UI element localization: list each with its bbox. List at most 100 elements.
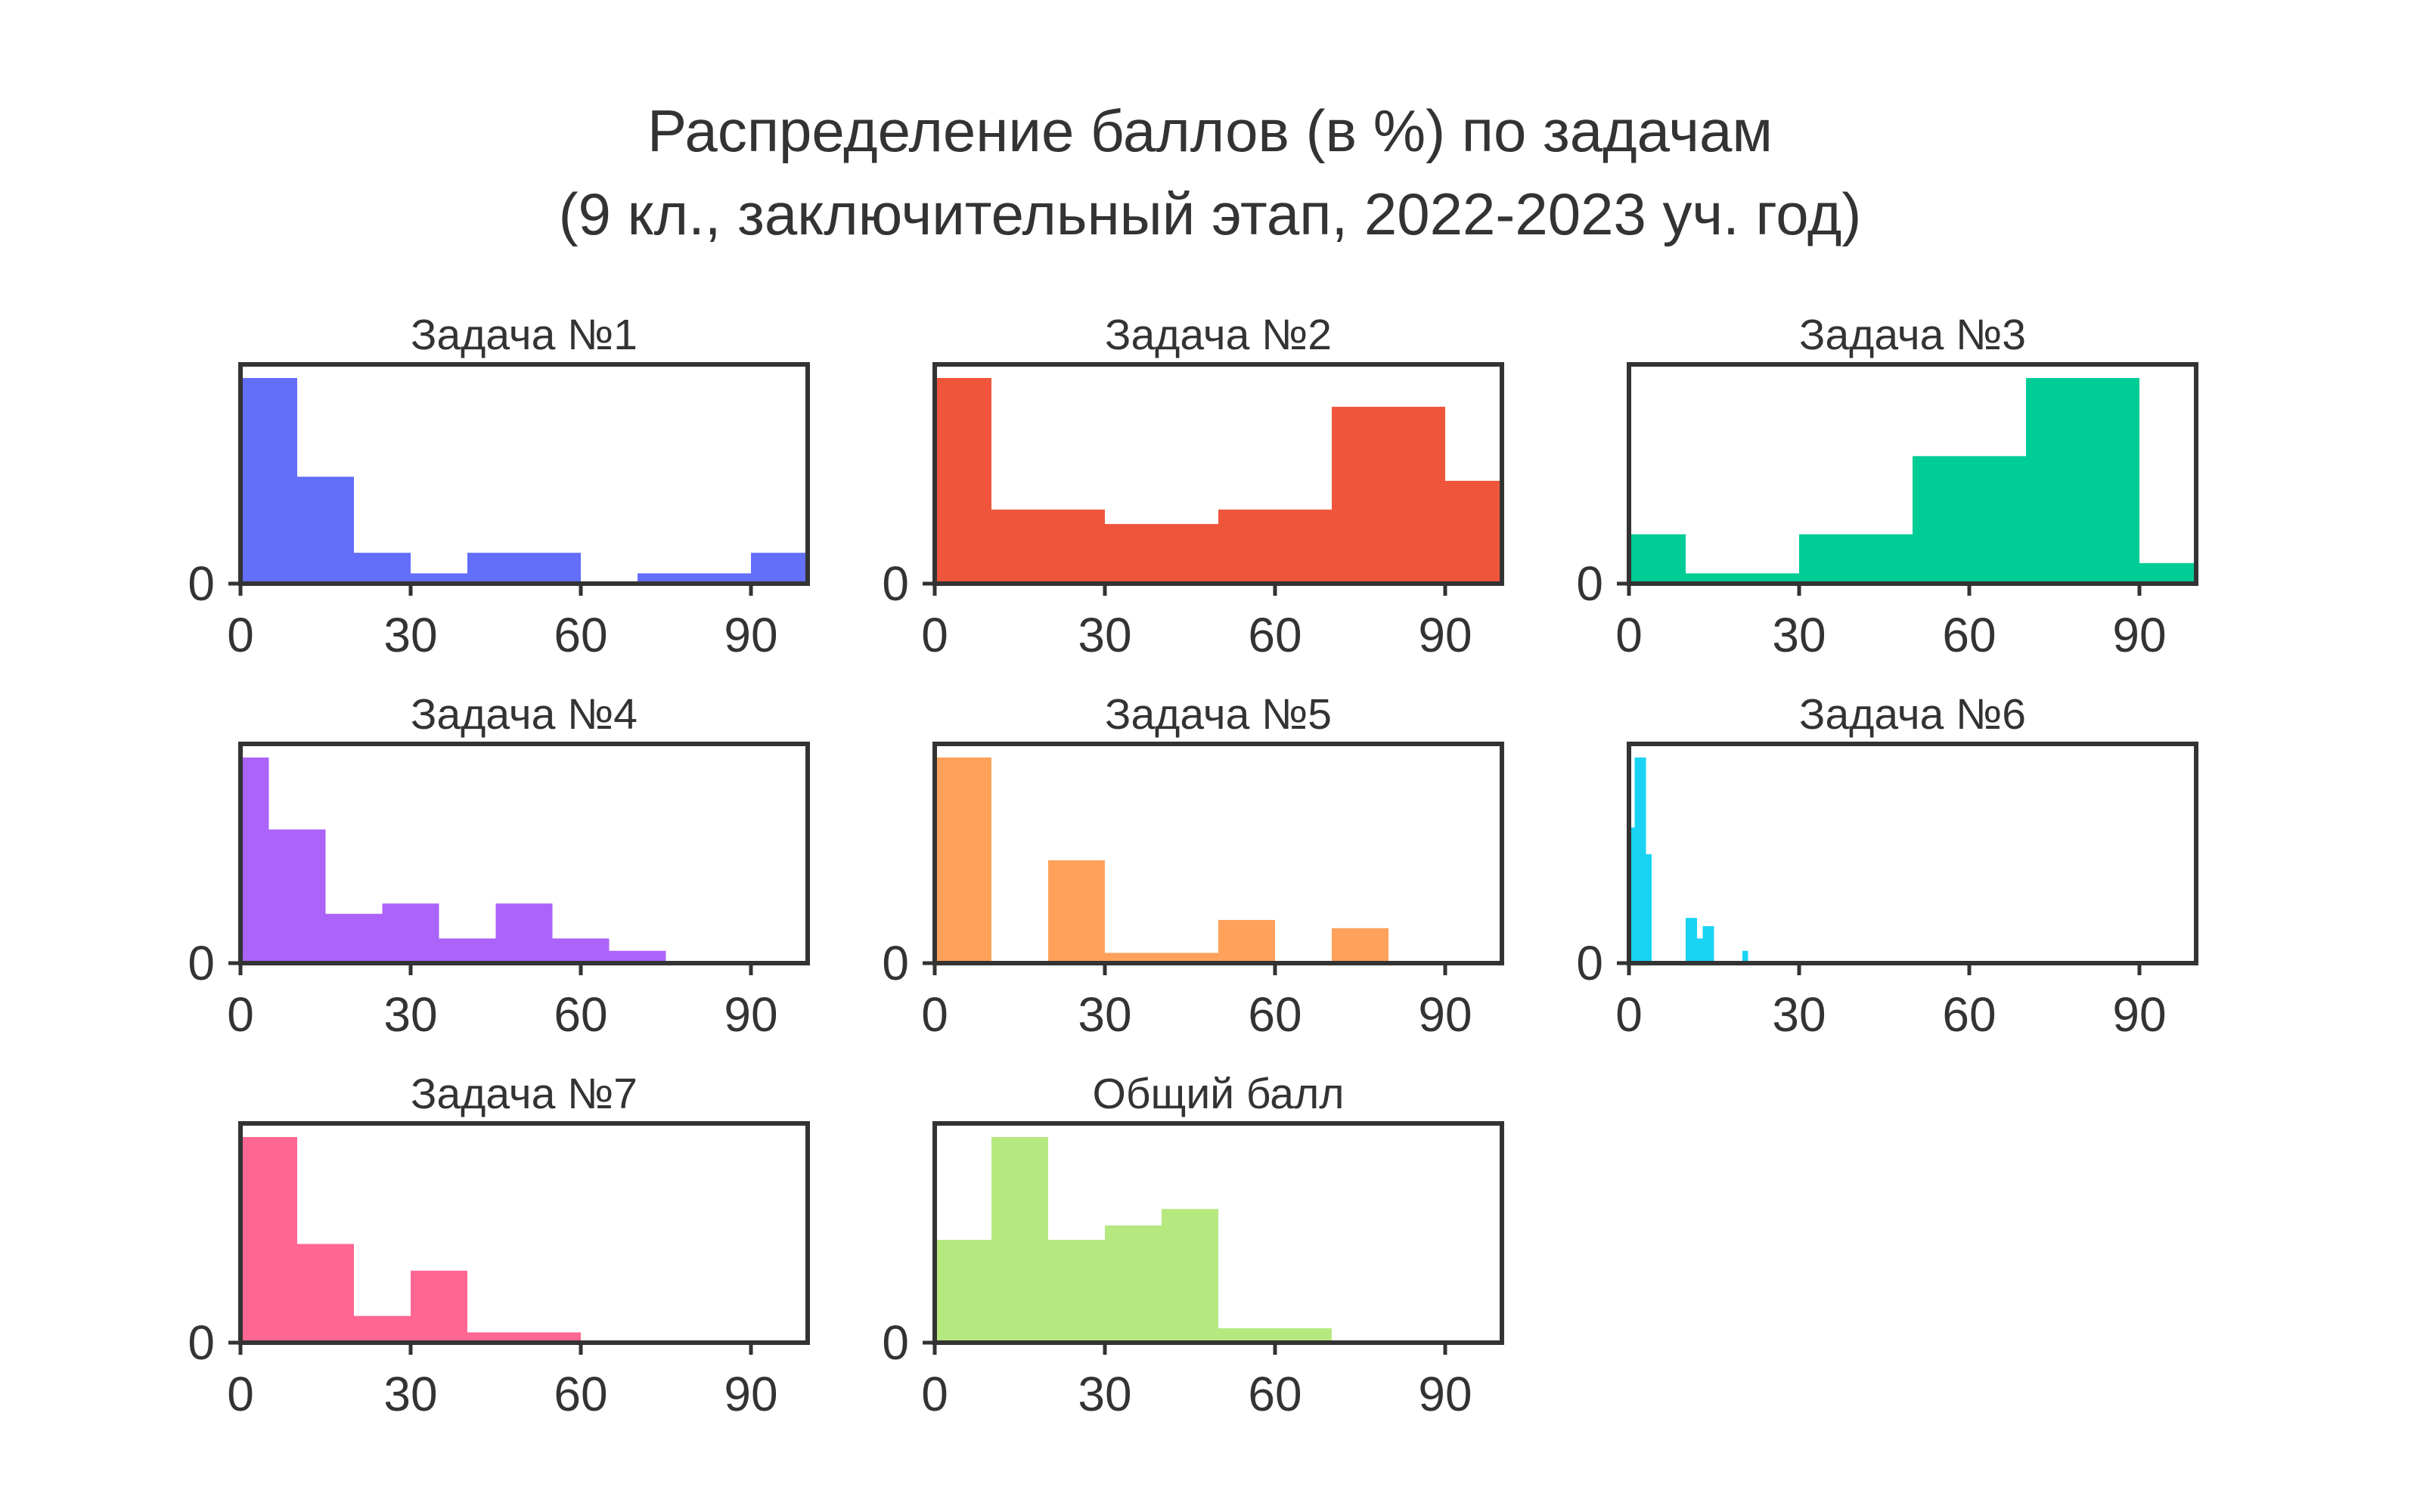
x-tick-label: 90 xyxy=(724,1367,777,1421)
histogram-panel-8: Общий балл 0 30 60 90 0 xyxy=(882,1070,1504,1421)
panel-title: Задача №4 xyxy=(411,690,638,739)
histogram-bar xyxy=(1445,481,1502,584)
histogram-bar xyxy=(1332,928,1388,963)
histogram-bar xyxy=(1629,827,1635,963)
histogram-bar xyxy=(1686,918,1692,963)
histogram-bar xyxy=(991,510,1048,584)
histogram-panel-2: Задача №2 0 30 60 90 0 xyxy=(882,311,1504,662)
y-tick-label: 0 xyxy=(188,936,215,990)
histogram-bar xyxy=(240,758,269,963)
x-tick-label: 90 xyxy=(2112,608,2166,662)
axes-frame xyxy=(1627,362,2198,586)
histogram-bar xyxy=(2139,562,2196,584)
panel-title: Задача №6 xyxy=(1799,690,2026,739)
x-tick-label: 90 xyxy=(724,608,777,662)
x-tick-label: 30 xyxy=(1772,987,1826,1042)
histogram-bar xyxy=(268,829,326,963)
axes-frame xyxy=(238,1121,810,1345)
histogram-bar xyxy=(1742,950,1748,963)
histogram-bar xyxy=(240,1137,297,1343)
x-tick-label: 90 xyxy=(724,987,777,1042)
histogram-bar xyxy=(1105,953,1162,963)
histogram-bar xyxy=(1048,510,1105,584)
histogram-bar xyxy=(411,1270,467,1343)
y-tick-label: 0 xyxy=(882,936,909,990)
histogram-bar xyxy=(1969,456,2026,584)
panel-title: Общий балл xyxy=(1093,1070,1345,1118)
histogram-bar xyxy=(524,553,581,584)
histogram-bar xyxy=(991,1137,1048,1343)
histogram-panel-6: Задача №6 0 30 60 90 0 xyxy=(1576,690,2198,1042)
histogram-bar xyxy=(439,938,496,963)
x-tick-label: 90 xyxy=(1418,1367,1472,1421)
histogram-bar xyxy=(1275,510,1332,584)
histogram-panel-3: Задача №3 0 30 60 90 0 xyxy=(1576,311,2198,662)
histogram-bar xyxy=(2083,378,2139,584)
histogram-bar xyxy=(1048,1240,1105,1343)
x-tick-label: 30 xyxy=(383,1367,437,1421)
figure-title: Распределение баллов (в %) по задачам xyxy=(647,98,1773,164)
histogram-bar xyxy=(935,758,991,963)
histogram-panel-5: Задача №5 0 30 60 90 0 xyxy=(882,690,1504,1042)
axes-frame xyxy=(932,742,1504,965)
panel-title: Задача №5 xyxy=(1105,690,1332,739)
x-tick-label: 30 xyxy=(1078,1367,1131,1421)
x-tick-label: 90 xyxy=(1418,608,1472,662)
x-tick-label: 0 xyxy=(227,608,254,662)
x-tick-label: 60 xyxy=(1942,608,1996,662)
histogram-bar xyxy=(694,573,751,584)
y-tick-label: 0 xyxy=(882,1315,909,1370)
panel-title: Задача №3 xyxy=(1799,311,2026,359)
histogram-bar xyxy=(467,1332,524,1343)
histogram-bar xyxy=(411,573,467,584)
x-tick-label: 30 xyxy=(383,608,437,662)
histogram-bar xyxy=(1275,1328,1332,1343)
histogram-panel-4: Задача №4 0 30 60 90 0 xyxy=(188,690,810,1042)
histogram-bar xyxy=(1218,1328,1275,1343)
histogram-bar xyxy=(382,903,439,963)
histogram-bar xyxy=(935,378,991,584)
histogram-bar xyxy=(297,476,354,584)
axes-frame xyxy=(238,362,810,586)
histogram-bar xyxy=(638,573,694,584)
histogram-panel-7: Задача №7 0 30 60 90 0 xyxy=(188,1070,810,1421)
histogram-bar xyxy=(1691,918,1697,963)
histogram-bar xyxy=(1697,938,1703,963)
histogram-bar xyxy=(1742,573,1799,584)
x-tick-label: 60 xyxy=(554,987,607,1042)
panel-title: Задача №2 xyxy=(1105,311,1332,359)
histogram-bar xyxy=(1162,953,1218,963)
histogram-bar xyxy=(1646,854,1652,963)
histogram-bar xyxy=(354,553,411,584)
histogram-bar xyxy=(1913,456,1969,584)
histogram-bar xyxy=(1708,926,1714,963)
histogram-bar xyxy=(1856,534,1913,584)
x-tick-label: 90 xyxy=(2112,987,2166,1042)
y-tick-label: 0 xyxy=(882,556,909,611)
x-tick-label: 30 xyxy=(1078,987,1131,1042)
y-tick-label: 0 xyxy=(188,556,215,611)
x-tick-label: 30 xyxy=(383,987,437,1042)
y-tick-label: 0 xyxy=(1576,936,1603,990)
histogram-bar xyxy=(1332,407,1388,584)
x-tick-label: 90 xyxy=(1418,987,1472,1042)
x-tick-label: 60 xyxy=(554,608,607,662)
histogram-bar xyxy=(354,1315,411,1343)
histogram-bar xyxy=(240,378,297,584)
panel-title: Задача №7 xyxy=(411,1070,638,1118)
axes-frame xyxy=(238,742,810,965)
axes-frame xyxy=(1627,742,2198,965)
x-tick-label: 60 xyxy=(554,1367,607,1421)
y-tick-label: 0 xyxy=(188,1315,215,1370)
histogram-bar xyxy=(935,1240,991,1343)
histogram-bar xyxy=(1686,573,1742,584)
histogram-bar xyxy=(552,938,610,963)
histogram-bar xyxy=(1634,758,1640,963)
x-tick-label: 60 xyxy=(1942,987,1996,1042)
histogram-bar xyxy=(1048,860,1105,963)
x-tick-label: 60 xyxy=(1248,1367,1302,1421)
histogram-bar xyxy=(1799,534,1856,584)
histogram-bar xyxy=(1702,926,1708,963)
